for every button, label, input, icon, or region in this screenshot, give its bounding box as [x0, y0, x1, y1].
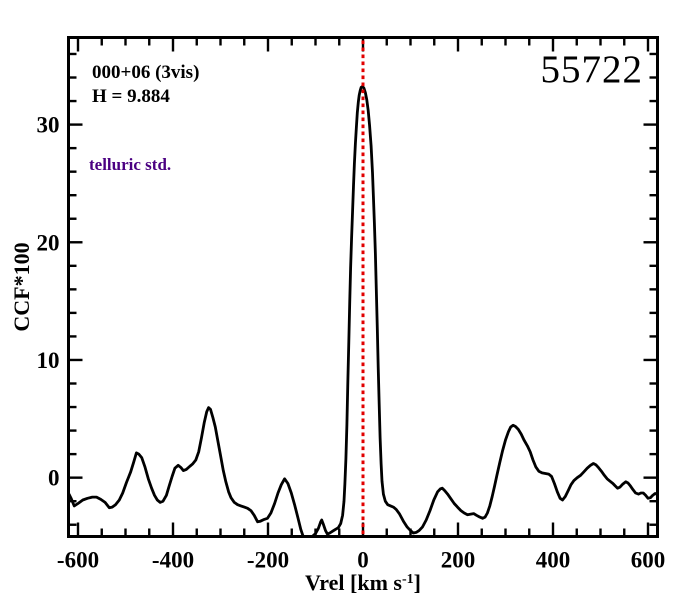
y-tick-label: 0	[48, 466, 60, 491]
plot-frame	[67, 36, 659, 538]
x-tick-label: 0	[357, 548, 369, 573]
y-tick-label: 20	[37, 230, 60, 255]
x-axis-title-main: Vrel [km s	[305, 570, 402, 595]
x-tick-label: -600	[57, 548, 99, 573]
y-tick-label: 30	[37, 113, 60, 138]
x-axis-title: Vrel [km s-1]	[305, 570, 421, 596]
epoch-label: 55722	[540, 48, 643, 91]
x-axis-title-superscript: -1	[401, 572, 414, 587]
x-axis-title-close: ]	[413, 570, 421, 595]
h-magnitude-label: H = 9.884	[92, 86, 170, 107]
y-tick-label: 10	[37, 348, 60, 373]
classification-label: telluric std.	[89, 155, 172, 174]
x-tick-label: -400	[152, 548, 194, 573]
x-tick-label: 200	[441, 548, 476, 573]
target-id-label: 000+06 (3vis)	[92, 62, 200, 83]
x-tick-label: 400	[536, 548, 571, 573]
ccf-curve	[68, 84, 658, 537]
x-tick-label: 600	[631, 548, 666, 573]
x-tick-label: -200	[247, 548, 289, 573]
y-axis-title: CCF*100	[9, 242, 34, 332]
